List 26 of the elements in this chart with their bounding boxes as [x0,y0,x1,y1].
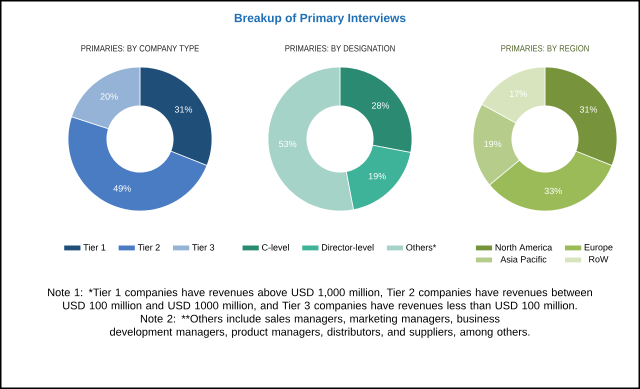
text: Note 2: **Others include sales managers, marketing managers, business development managers, product managers, distributors, and suppliers, among others. [110,314,530,338]
data-label: 28% [372,102,390,109]
data-label: 19% [368,172,386,180]
legend-label: Tier 2 [138,244,160,251]
data-label: 31% [174,106,192,113]
legend-label: RoW [589,256,608,262]
text: Breakup of Primary Interviews [234,13,406,25]
legend-label: North America [496,244,552,251]
data-label: 49% [113,185,131,192]
legend-label: Tier 1 [83,244,106,251]
text: Note 1: *Tier 1 companies have revenues above USD 1,000 million, Tier 2 companies have revenues between USD 100 million and USD 1000 million, and Tier 3 companies have revenues less than USD 100 million. [48,288,592,312]
legend-label: Director-level [322,244,374,251]
data-label: 33% [544,188,562,194]
data-label: 31% [580,106,598,113]
data-label: 19% [484,140,502,148]
legend-label: C-level [262,244,289,251]
chart-title: PRIMARIES: BY DESIGNATION [285,45,395,52]
legend-label: Others* [406,244,436,251]
data-label: 20% [100,93,118,100]
data-label: 53% [279,140,296,148]
chart-title: PRIMARIES: BY COMPANY TYPE [81,45,199,52]
legend-label: Europe [584,244,613,252]
data-label: 17% [510,90,527,97]
legend-label: Asia Pacific [500,256,546,263]
chart-title: PRIMARIES: BY REGION [501,45,589,52]
legend-label: Tier 3 [192,244,214,251]
